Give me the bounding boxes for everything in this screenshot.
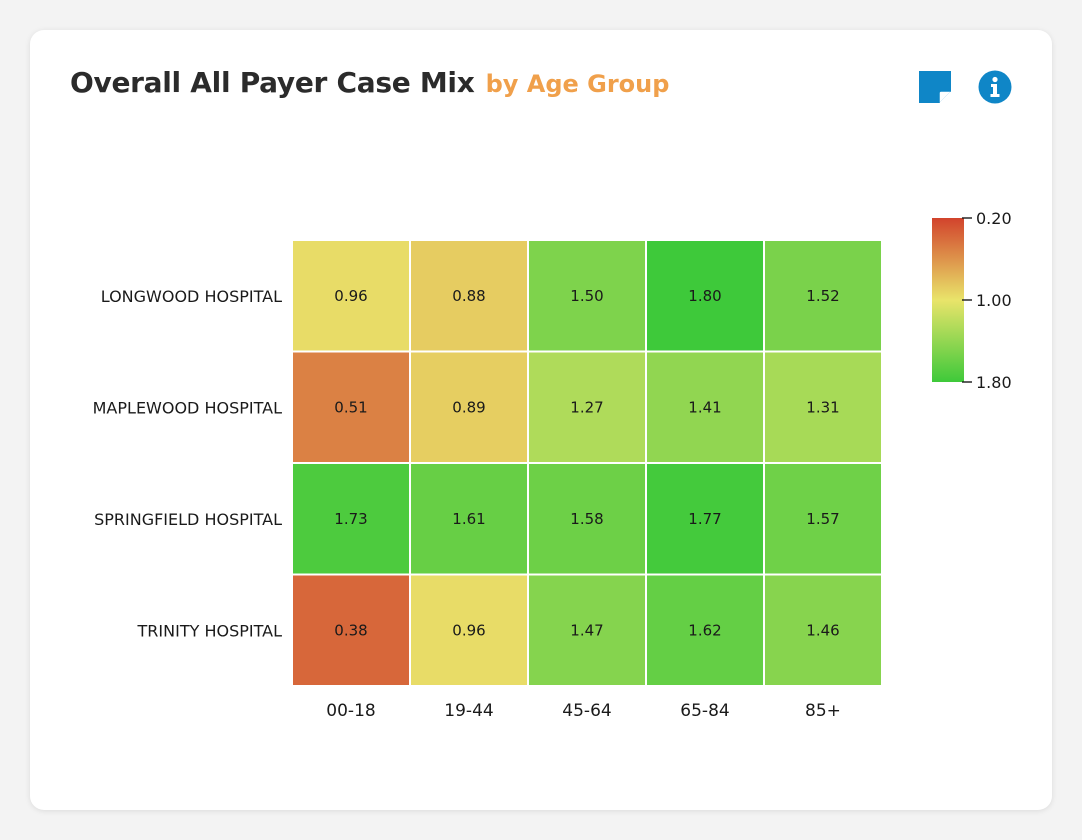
- heatmap-cell[interactable]: [529, 464, 645, 574]
- heatmap-cell[interactable]: [765, 575, 881, 686]
- row-labels: LONGWOOD HOSPITAL MAPLEWOOD HOSPITAL SPRIN…: [93, 287, 282, 641]
- row-label: MAPLEWOOD HOSPITAL: [93, 398, 282, 417]
- chart-subtitle: by Age Group: [485, 70, 670, 98]
- cell-value-label: 0.89: [452, 398, 485, 416]
- heatmap-cell[interactable]: [765, 464, 881, 574]
- cell-value-label: 0.96: [334, 287, 367, 305]
- chart-card: Overall All Payer Case Mix by Age Group …: [30, 30, 1052, 810]
- color-scale-tick-label: 0.20: [976, 209, 1012, 228]
- color-scale: 0.20 1.00 1.80: [932, 209, 1012, 392]
- color-scale-bar: [932, 218, 964, 382]
- column-label: 45-64: [562, 701, 611, 721]
- heatmap-cell[interactable]: [529, 241, 645, 351]
- cell-value-label: 1.77: [688, 510, 721, 528]
- column-label: 00-18: [326, 701, 375, 721]
- heatmap-cell[interactable]: [293, 464, 409, 574]
- row-label: TRINITY HOSPITAL: [137, 621, 283, 640]
- chart-title-main: Overall All Payer Case Mix: [70, 66, 475, 99]
- heatmap-cell[interactable]: [765, 352, 881, 463]
- heatmap-cell[interactable]: [411, 241, 527, 351]
- chart-title: Overall All Payer Case Mix by Age Group: [70, 66, 669, 99]
- cell-value-label: 1.73: [334, 510, 367, 528]
- heatmap-cells: 0.96 0.88 1.50 1.80 1.52 0.51 0.89 1.27 1.41 1.31…: [293, 241, 881, 685]
- heatmap-cell[interactable]: [411, 464, 527, 574]
- cell-value-label: 1.52: [806, 287, 839, 305]
- heatmap-cell[interactable]: [293, 352, 409, 463]
- column-label: 19-44: [444, 701, 493, 721]
- heatmap-cell[interactable]: [647, 575, 763, 686]
- heatmap-cell[interactable]: [411, 352, 527, 463]
- row-label: LONGWOOD HOSPITAL: [101, 287, 282, 306]
- cell-value-label: 1.57: [806, 510, 839, 528]
- cell-value-label: 0.96: [452, 621, 485, 639]
- heatmap-chart: 0.96 0.88 1.50 1.80 1.52 0.51 0.89 1.27 1.41 1.31…: [93, 209, 1012, 721]
- cell-value-label: 0.88: [452, 287, 485, 305]
- heatmap-cell[interactable]: [529, 352, 645, 463]
- column-label: 65-84: [680, 701, 729, 721]
- heatmap-cell[interactable]: [765, 241, 881, 351]
- cell-value-label: 1.27: [570, 398, 603, 416]
- heatmap-cell[interactable]: [411, 575, 527, 686]
- heatmap-cell[interactable]: [529, 575, 645, 686]
- cell-value-label: 1.58: [570, 510, 603, 528]
- cell-value-label: 0.38: [334, 621, 367, 639]
- color-scale-tick-label: 1.00: [976, 291, 1012, 310]
- cell-value-label: 1.47: [570, 621, 603, 639]
- cell-value-label: 1.31: [806, 398, 839, 416]
- cell-value-label: 1.50: [570, 287, 603, 305]
- sticky-note-icon[interactable]: [918, 70, 952, 104]
- heatmap-cell[interactable]: [647, 352, 763, 463]
- cell-value-label: 1.80: [688, 287, 721, 305]
- column-label: 85+: [805, 701, 841, 721]
- heatmap-cell[interactable]: [647, 241, 763, 351]
- column-labels: 00-18 19-44 45-64 65-84 85+: [326, 701, 841, 721]
- heatmap-cell[interactable]: [647, 464, 763, 574]
- cell-value-label: 0.51: [334, 398, 367, 416]
- cell-value-label: 1.61: [452, 510, 485, 528]
- cell-value-label: 1.46: [806, 621, 839, 639]
- heatmap-cell[interactable]: [293, 575, 409, 686]
- row-label: SPRINGFIELD HOSPITAL: [94, 510, 282, 529]
- cell-value-label: 1.41: [688, 398, 721, 416]
- cell-value-label: 1.62: [688, 621, 721, 639]
- heatmap-cell[interactable]: [293, 241, 409, 351]
- color-scale-tick-label: 1.80: [976, 373, 1012, 392]
- info-icon[interactable]: [978, 70, 1012, 104]
